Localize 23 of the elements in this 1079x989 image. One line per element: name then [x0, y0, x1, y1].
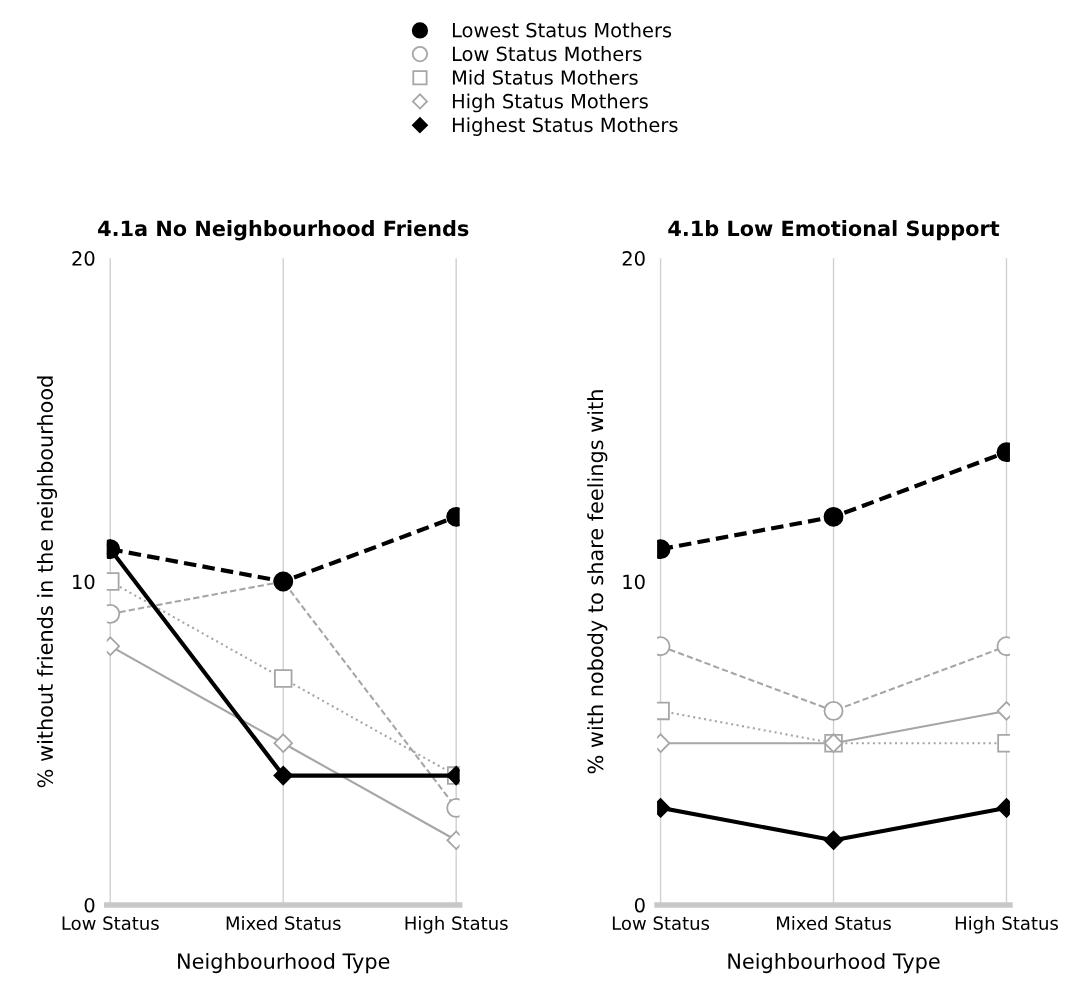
legend-label: Low Status Mothers	[452, 46, 642, 62]
x-axis-title: Neighbourhood Type	[178, 952, 390, 974]
x-axis-title: Neighbourhood Type	[728, 952, 940, 974]
y-tick-label: 20	[622, 251, 645, 266]
legend-label: Lowest Status Mothers	[452, 22, 672, 38]
y-tick-label: 10	[73, 574, 95, 590]
x-tick-label: Mixed Status	[777, 916, 891, 931]
y-tick-label: 0	[634, 897, 645, 913]
x-tick-label: High Status	[955, 916, 1058, 934]
y-axis-title: % without friends in the neighbourhood	[36, 376, 58, 788]
y-axis-title: % with nobody to share feelings with	[587, 390, 608, 774]
y-tick-label: 0	[84, 897, 95, 913]
x-tick-label: Mixed Status	[226, 916, 341, 931]
legend-label: Mid Status Mothers	[452, 69, 638, 85]
x-tick-label: Low Status	[612, 916, 710, 931]
y-tick-label: 10	[623, 574, 645, 590]
legend-label: Highest Status Mothers	[452, 117, 678, 136]
x-tick-label: Low Status	[62, 916, 159, 931]
chart-title: 4.1a No Neighbourhood Friends	[98, 220, 469, 241]
x-tick-label: High Status	[405, 916, 508, 934]
legend-label: High Status Mothers	[452, 93, 648, 113]
y-tick-label: 20	[72, 251, 95, 266]
chart-title: 4.1b Low Emotional Support	[668, 220, 1000, 241]
